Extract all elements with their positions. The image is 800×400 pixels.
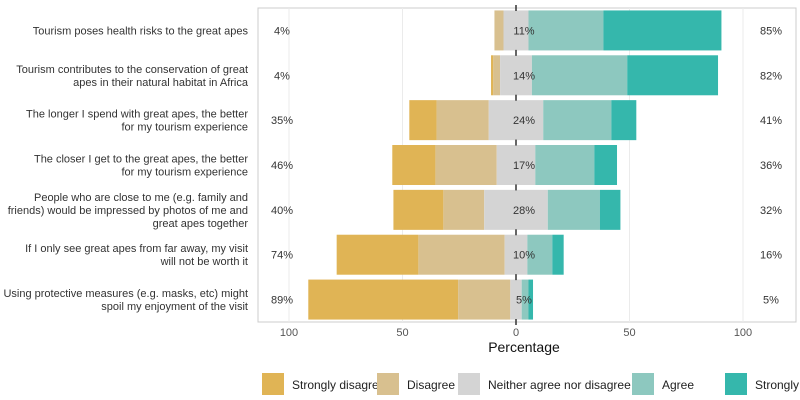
x-tick-label: 100: [734, 327, 752, 339]
center-percent-label: 17%: [513, 160, 535, 172]
left-percent-label: 74%: [271, 250, 293, 262]
category-label: apes in their natural habitat in Africa: [73, 77, 249, 89]
bar-segment-neither-agree-nor-disagree: [510, 279, 522, 320]
right-percent-label: 41%: [760, 115, 782, 127]
left-percent-label: 40%: [271, 205, 293, 217]
category-label: The longer I spend with great apes, the …: [26, 109, 248, 121]
bar-segment-agree: [521, 279, 529, 320]
bar-segment-strongly-agree: [594, 145, 618, 185]
category-label: Tourism poses health risks to the great …: [33, 25, 249, 37]
category-label: Using protective measures (e.g. masks, e…: [3, 288, 248, 300]
category-label: Tourism contributes to the conservation …: [16, 64, 248, 76]
bar-segment-agree: [535, 145, 595, 185]
left-percent-label: 4%: [274, 70, 290, 82]
center-percent-label: 28%: [513, 205, 535, 217]
right-percent-label: 5%: [763, 295, 779, 307]
bar-segment-strongly-agree: [599, 189, 621, 230]
bar-segment-strongly-agree: [528, 279, 534, 320]
right-percent-label: 85%: [760, 25, 782, 37]
legend-swatch: [725, 373, 747, 395]
legend-label: Strongly agree: [755, 378, 800, 392]
bar-segment-neither-agree-nor-disagree: [504, 234, 528, 275]
bar-segment-neither-agree-nor-disagree: [484, 189, 548, 230]
bar-segment-agree: [543, 100, 612, 141]
category-label: will not be worth it: [160, 256, 248, 268]
left-percent-label: 35%: [271, 115, 293, 127]
category-label: for my tourism experience: [121, 167, 248, 179]
legend-swatch: [632, 373, 654, 395]
x-tick-label: 100: [280, 327, 298, 339]
bar-segment-disagree: [436, 100, 489, 141]
legend-label: Neither agree nor disagree: [488, 378, 631, 392]
center-percent-label: 14%: [513, 70, 535, 82]
bar-segment-agree: [528, 10, 604, 51]
bar-segment-disagree: [458, 279, 511, 320]
right-percent-label: 16%: [760, 250, 782, 262]
center-percent-label: 10%: [513, 250, 535, 262]
category-label: great apes together: [153, 218, 249, 230]
x-tick-label: 50: [623, 327, 635, 339]
x-tick-label: 0: [513, 327, 519, 339]
bar-segment-agree: [531, 55, 628, 96]
left-percent-label: 89%: [271, 295, 293, 307]
right-percent-label: 36%: [760, 160, 782, 172]
bar-segment-strongly-disagree: [393, 189, 444, 230]
category-label: People who are close to me (e.g. family …: [34, 192, 248, 204]
right-percent-label: 32%: [760, 205, 782, 217]
category-label: The closer I get to the great apes, the …: [34, 154, 248, 166]
bar-segment-disagree: [493, 55, 501, 96]
bar-segment-agree: [527, 234, 553, 275]
bar-segment-disagree: [443, 189, 485, 230]
center-percent-label: 24%: [513, 115, 535, 127]
bar-segment-strongly-agree: [603, 10, 722, 51]
legend-swatch: [377, 373, 399, 395]
bar-segment-neither-agree-nor-disagree: [503, 10, 529, 51]
center-percent-label: 5%: [516, 295, 532, 307]
bar-segment-strongly-agree: [552, 234, 564, 275]
bar-segment-disagree: [494, 10, 504, 51]
category-label: If I only see great apes from far away, …: [25, 243, 248, 255]
x-tick-label: 50: [396, 327, 408, 339]
bar-segment-neither-agree-nor-disagree: [488, 100, 544, 141]
bar-segment-strongly-agree: [627, 55, 719, 96]
bar-segment-neither-agree-nor-disagree: [496, 145, 536, 185]
category-label: for my tourism experience: [121, 122, 248, 134]
legend-label: Strongly disagree: [292, 378, 386, 392]
legend-label: Disagree: [407, 378, 455, 392]
bar-segment-neither-agree-nor-disagree: [500, 55, 532, 96]
left-percent-label: 4%: [274, 25, 290, 37]
category-label: spoil my enjoyment of the visit: [101, 301, 248, 313]
bar-segment-strongly-disagree: [308, 279, 459, 320]
category-label: friends) would be impressed by photos of…: [8, 205, 248, 217]
legend-swatch: [262, 373, 284, 395]
x-axis-title: Percentage: [488, 339, 560, 355]
bar-segment-strongly-disagree: [392, 145, 436, 185]
bar-segment-strongly-disagree: [491, 55, 494, 96]
bar-segment-strongly-disagree: [336, 234, 419, 275]
bar-segment-strongly-agree: [611, 100, 637, 141]
bar-segment-agree: [547, 189, 600, 230]
right-percent-label: 82%: [760, 70, 782, 82]
bar-segment-disagree: [435, 145, 497, 185]
legend-swatch: [458, 373, 480, 395]
legend-label: Agree: [662, 378, 694, 392]
bar-segment-strongly-disagree: [409, 100, 437, 141]
bar-segment-disagree: [418, 234, 505, 275]
left-percent-label: 46%: [271, 160, 293, 172]
center-percent-label: 11%: [513, 25, 534, 37]
